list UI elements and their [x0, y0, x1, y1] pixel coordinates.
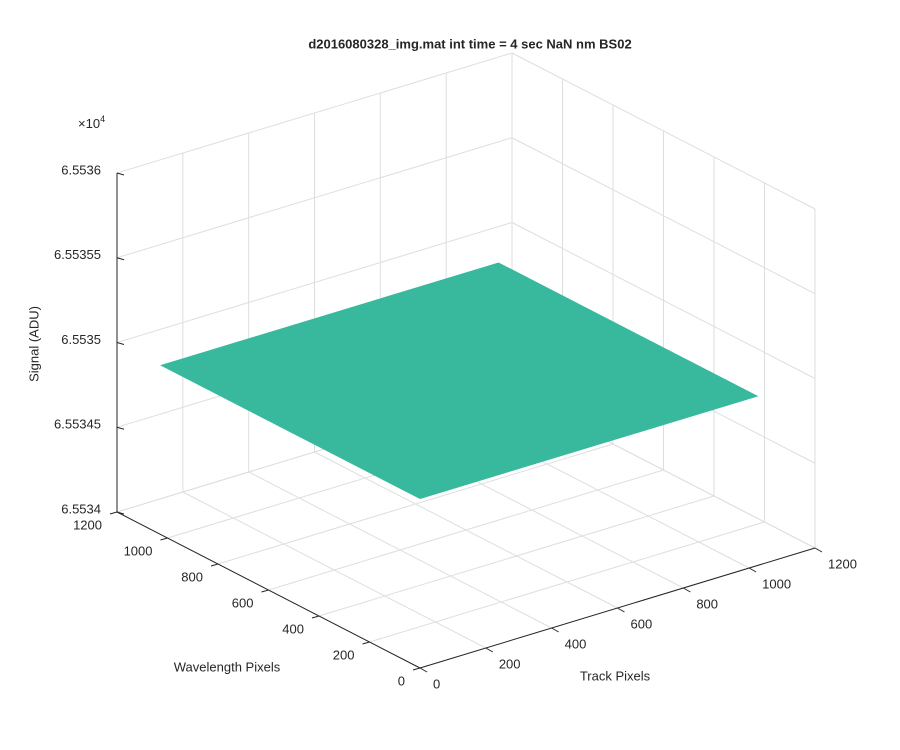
z-tick-label: 6.5535: [61, 332, 101, 347]
grid-line: [369, 521, 765, 643]
y-tick-label: 200: [333, 647, 355, 662]
z-tick: [116, 426, 125, 430]
y-tick: [362, 641, 370, 645]
z-tick: [116, 257, 125, 261]
x-tick-label: 200: [499, 656, 521, 671]
x-tick: [683, 587, 691, 593]
chart-title: d2016080328_img.mat int time = 4 sec NaN…: [308, 36, 631, 51]
grid-line: [268, 469, 664, 591]
y-tick-label: 600: [232, 595, 254, 610]
z-tick-label: 6.55355: [54, 247, 101, 262]
z-axis-label: Signal (ADU): [26, 306, 41, 382]
grid-line: [116, 222, 513, 343]
x-tick: [485, 647, 494, 653]
y-tick: [412, 667, 421, 671]
z-tick-label: 6.5534: [61, 501, 101, 516]
z-tick-label: 6.5536: [61, 162, 101, 177]
x-tick-label: 400: [565, 636, 587, 651]
x-axis-label: Track Pixels: [580, 668, 651, 683]
x-tick-label: 0: [433, 676, 440, 691]
z-multiplier: ×104: [78, 114, 105, 131]
z-tick: [116, 342, 125, 345]
y-tick-label: 1000: [124, 543, 153, 558]
y-tick: [109, 511, 118, 515]
z-tick: [116, 172, 125, 176]
x-tick: [617, 607, 625, 613]
grid-line: [116, 137, 513, 259]
x-tick-label: 800: [696, 596, 718, 611]
x-tick-label: 1200: [828, 556, 857, 571]
x-tick: [419, 667, 428, 673]
z-multiplier-exponent: 4: [100, 114, 105, 124]
y-tick: [311, 615, 320, 619]
y-tick: [160, 537, 168, 541]
x-tick-label: 600: [631, 616, 653, 631]
grid-line: [217, 443, 614, 565]
surface-patch: [160, 262, 759, 500]
grid-line: [511, 52, 816, 210]
z-tick-label: 6.55345: [54, 417, 101, 432]
grid-line: [511, 222, 816, 379]
z-multiplier-base: ×10: [78, 116, 100, 131]
y-tick-label: 800: [181, 569, 203, 584]
grid-line: [116, 52, 513, 174]
grid-line: [511, 137, 816, 295]
x-tick-label: 1000: [762, 576, 791, 591]
y-axis-label: Wavelength Pixels: [174, 659, 281, 674]
x-tick: [748, 567, 757, 573]
y-tick-label: 0: [398, 673, 405, 688]
grid-line: [318, 495, 715, 617]
y-tick: [210, 563, 219, 567]
x-tick: [814, 547, 823, 553]
x-tick: [551, 627, 559, 633]
y-tick-label: 400: [282, 621, 304, 636]
z-tick: [116, 511, 125, 515]
y-tick: [261, 589, 269, 593]
y-tick-label: 1200: [73, 517, 102, 532]
